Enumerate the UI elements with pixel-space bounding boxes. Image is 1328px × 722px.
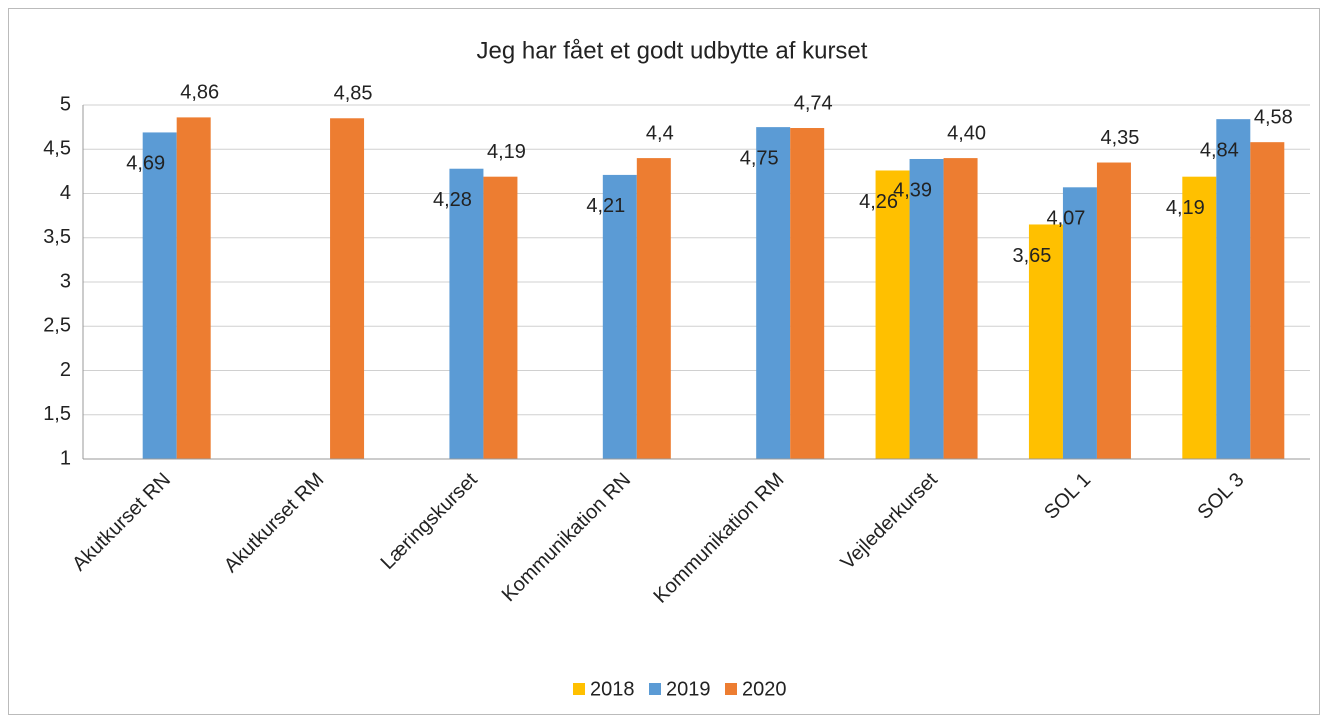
data-label: 4,4	[646, 122, 674, 144]
bar	[483, 176, 518, 459]
data-label: 4,28	[433, 189, 472, 211]
y-tick-label: 4	[60, 182, 71, 204]
bar	[909, 158, 944, 460]
legend-swatch	[725, 683, 737, 695]
data-label: 4,69	[126, 153, 165, 175]
bar	[1250, 142, 1285, 460]
bar	[1062, 187, 1097, 459]
y-tick-label: 2	[60, 359, 71, 381]
legend-label: 2020	[742, 678, 787, 700]
bar	[142, 132, 177, 459]
data-label: 3,65	[1012, 245, 1051, 267]
y-tick-label: 3	[60, 270, 71, 292]
data-label: 4,07	[1046, 208, 1085, 230]
data-label: 4,58	[1254, 106, 1293, 128]
data-label: 4,86	[180, 82, 219, 104]
data-label: 4,35	[1100, 127, 1139, 149]
data-label: 4,26	[859, 191, 898, 213]
y-tick-label: 4,5	[43, 138, 71, 160]
y-tick-label: 3,5	[43, 226, 71, 248]
legend-swatch	[573, 683, 585, 695]
bar	[1182, 176, 1217, 459]
y-tick-label: 2,5	[43, 315, 71, 337]
data-label: 4,21	[586, 195, 625, 217]
legend-label: 2018	[590, 678, 635, 700]
y-tick-label: 5	[60, 93, 71, 115]
data-label: 4,19	[1166, 197, 1205, 219]
bar	[449, 168, 484, 459]
y-tick-label: 1,5	[43, 403, 71, 425]
bar	[1028, 224, 1063, 459]
bar	[602, 174, 637, 460]
legend-swatch	[649, 683, 661, 695]
bar	[875, 170, 910, 460]
data-label: 4,75	[740, 147, 779, 169]
bar	[756, 127, 791, 459]
bar	[943, 158, 978, 459]
data-label: 4,39	[893, 179, 932, 201]
bar	[636, 158, 671, 459]
legend-label: 2019	[666, 678, 711, 700]
bar	[330, 118, 365, 460]
data-label: 4,74	[794, 92, 833, 114]
bar	[1096, 162, 1131, 459]
bar	[1216, 119, 1251, 459]
y-tick-label: 1	[60, 447, 71, 469]
data-label: 4,85	[334, 83, 373, 105]
data-label: 4,19	[487, 141, 526, 163]
data-label: 4,84	[1200, 139, 1239, 161]
data-label: 4,40	[947, 122, 986, 144]
chart-title: Jeg har fået et godt udbytte af kurset	[477, 37, 868, 64]
bar	[790, 128, 825, 459]
bar	[176, 117, 211, 459]
